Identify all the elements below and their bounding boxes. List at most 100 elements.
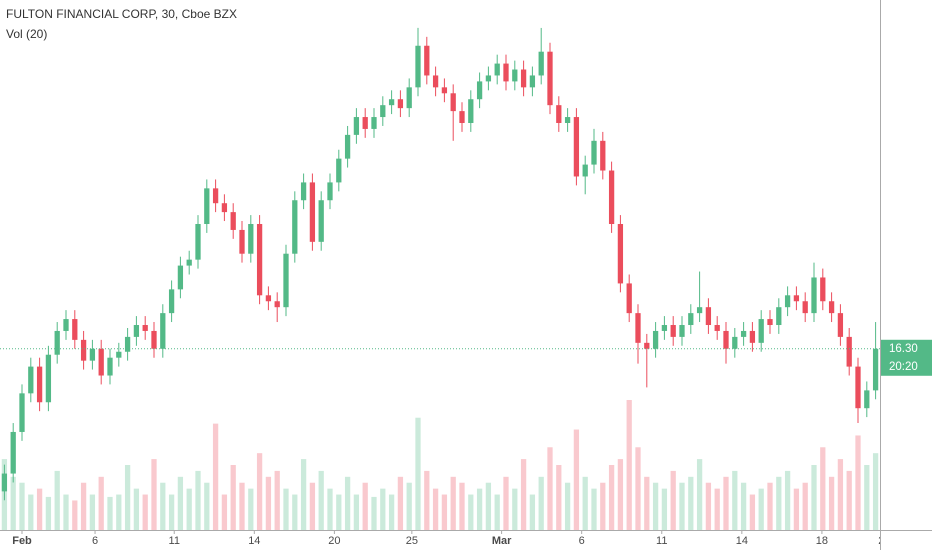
volume-bar — [784, 470, 791, 530]
candle-body — [344, 134, 351, 159]
candle-body — [468, 99, 474, 123]
volume-bar — [714, 488, 720, 530]
volume-bar — [820, 447, 826, 530]
candle-body — [573, 117, 580, 177]
volume-bar — [54, 470, 60, 530]
volume-bar — [855, 435, 861, 530]
candle-body — [485, 75, 492, 82]
candle-body — [28, 366, 34, 394]
volume-bar — [591, 488, 597, 530]
volume-bar — [520, 459, 527, 530]
candle-body — [714, 325, 720, 331]
candle-body — [784, 295, 791, 308]
volume-bar — [318, 470, 324, 530]
volume-bar — [124, 465, 131, 530]
volume-bar — [89, 494, 96, 530]
volume-bar — [732, 470, 738, 530]
volume-bar — [274, 470, 280, 530]
candle-body — [10, 431, 16, 474]
volume-bar — [177, 476, 184, 530]
candle-body — [283, 253, 289, 308]
candle-body — [89, 348, 96, 361]
x-tick-label: 11 — [169, 535, 180, 547]
candle-body — [494, 63, 500, 76]
volume-bar — [406, 482, 412, 530]
candle-body — [133, 325, 140, 337]
volume-bar — [705, 482, 712, 530]
candle-body — [855, 366, 861, 409]
volume-bar — [538, 476, 544, 530]
candle-body — [793, 295, 800, 302]
candle-body — [362, 117, 368, 129]
volume-bar — [582, 476, 588, 530]
candle-body — [72, 319, 78, 340]
volume-bar — [635, 447, 641, 530]
volume-bar — [230, 465, 236, 530]
candle-body — [749, 330, 756, 343]
candle-body — [652, 330, 659, 349]
volume-bar — [608, 465, 615, 530]
volume-bar — [72, 500, 78, 530]
candle-body — [802, 301, 808, 314]
x-tick-label: 6 — [92, 535, 98, 547]
candle-body — [186, 259, 192, 266]
volume-bar — [617, 459, 624, 530]
volume-bar — [432, 488, 439, 530]
candle-body — [151, 330, 157, 349]
volume-bar — [336, 494, 342, 530]
candle-body — [177, 265, 184, 290]
volume-bar — [160, 482, 166, 530]
candle-body — [688, 313, 694, 326]
candle-body — [424, 45, 430, 76]
candle-body — [54, 330, 60, 355]
candle-body — [45, 354, 52, 403]
candle-body — [776, 307, 782, 326]
volume-bar — [283, 488, 289, 530]
x-tick-label: 21 — [878, 535, 890, 547]
candle-body — [239, 229, 245, 254]
candle-body — [476, 81, 483, 100]
volume-layer — [1, 400, 879, 530]
candle-body — [696, 307, 703, 314]
candle-body — [230, 212, 236, 230]
candle-body — [371, 117, 377, 129]
candle-body — [397, 99, 404, 109]
candle-body — [204, 188, 210, 225]
volume-bar — [573, 429, 580, 530]
volume-bar — [151, 459, 157, 530]
candle-body — [828, 301, 835, 314]
candle-body — [98, 348, 104, 376]
candle-body — [564, 117, 571, 123]
candle-body — [538, 51, 544, 76]
candle-body — [160, 313, 166, 349]
candle-body — [19, 393, 25, 432]
volume-bar — [221, 494, 228, 530]
x-tick-label: 25 — [406, 535, 418, 547]
candle-body — [732, 336, 738, 349]
candle-body — [811, 277, 817, 314]
candle-body — [846, 336, 852, 367]
candle-body — [256, 224, 263, 296]
volume-bar — [239, 482, 245, 530]
candle-body — [705, 307, 712, 326]
volume-bar — [265, 476, 272, 530]
candle-body — [520, 69, 527, 88]
candle-body — [582, 164, 588, 177]
candle-body — [63, 319, 69, 331]
volume-bar — [776, 476, 782, 530]
candle-body — [406, 87, 412, 109]
candle-body — [600, 140, 606, 171]
volume-bar — [476, 488, 483, 530]
volume-bar — [256, 453, 263, 530]
candle-body — [758, 319, 764, 343]
volume-bar — [644, 476, 650, 530]
candle-body — [679, 325, 685, 337]
candle-body — [300, 182, 307, 201]
volume-bar — [670, 470, 676, 530]
volume-bar — [793, 488, 800, 530]
volume-bar — [63, 494, 69, 530]
candle-body — [626, 283, 632, 314]
volume-bar — [512, 488, 518, 530]
volume-bar — [529, 494, 536, 530]
